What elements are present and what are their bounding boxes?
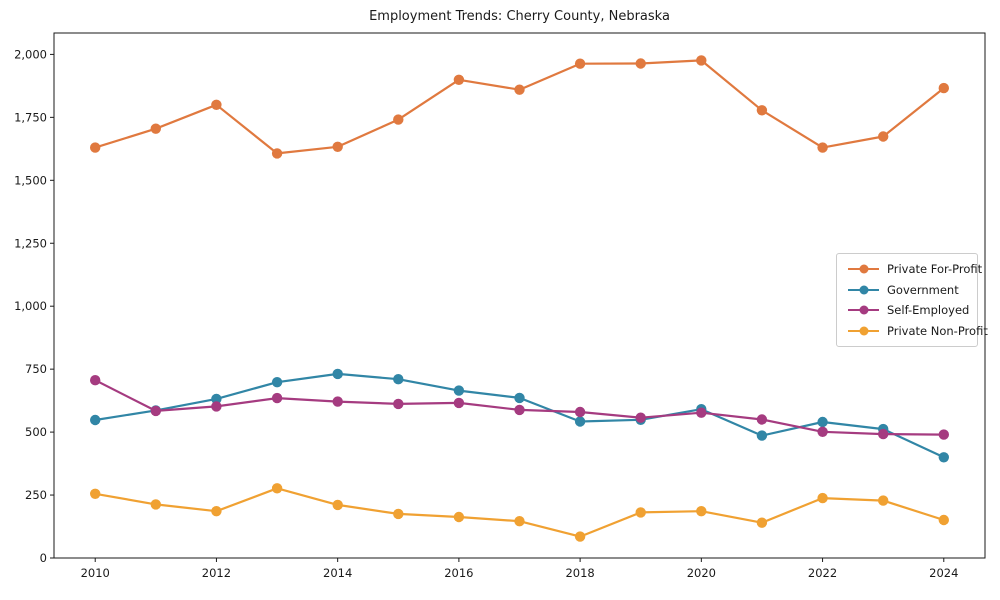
data-point-self-employed bbox=[150, 405, 161, 417]
data-point-private-for-profit bbox=[878, 131, 889, 142]
legend-line-sample bbox=[848, 264, 879, 274]
data-point-private-non-profit bbox=[332, 499, 343, 511]
legend-entry-self-employed: Self-Employed bbox=[843, 300, 971, 321]
data-point-private-for-profit bbox=[756, 105, 768, 116]
y-tick-label: 1,750 bbox=[14, 110, 47, 124]
data-point-private-for-profit bbox=[696, 55, 707, 66]
legend-label: Private Non-Profit bbox=[887, 323, 988, 338]
data-point-government bbox=[938, 452, 949, 463]
data-point-private-for-profit bbox=[514, 84, 525, 95]
x-tick-label: 2012 bbox=[202, 566, 231, 580]
data-point-government bbox=[211, 393, 222, 405]
legend-entry-private-for-profit: Private For-Profit bbox=[843, 259, 982, 280]
data-point-self-employed bbox=[938, 429, 949, 440]
data-point-self-employed bbox=[90, 375, 101, 386]
data-point-private-for-profit bbox=[393, 114, 404, 125]
legend-marker-icon bbox=[859, 326, 868, 336]
data-point-self-employed bbox=[756, 414, 768, 425]
data-point-private-non-profit bbox=[453, 511, 465, 523]
data-point-private-non-profit bbox=[878, 495, 889, 506]
data-point-private-for-profit bbox=[271, 148, 283, 159]
data-point-self-employed bbox=[393, 398, 404, 410]
data-point-government bbox=[574, 416, 586, 427]
data-point-private-non-profit bbox=[938, 514, 949, 526]
y-tick-label: 0 bbox=[40, 551, 47, 565]
data-point-private-non-profit bbox=[211, 506, 222, 517]
data-point-private-non-profit bbox=[271, 483, 283, 494]
data-point-private-non-profit bbox=[696, 506, 707, 517]
data-point-government bbox=[332, 368, 343, 380]
data-point-self-employed bbox=[514, 404, 525, 416]
legend-marker-icon bbox=[859, 264, 868, 274]
legend: Private For-Profit Government Self-Employe… bbox=[836, 253, 988, 347]
data-point-private-for-profit bbox=[817, 142, 828, 153]
data-point-private-for-profit bbox=[453, 74, 465, 86]
legend-marker-icon bbox=[859, 285, 868, 295]
data-point-government bbox=[453, 385, 465, 396]
series-line-private-for-profit bbox=[94, 59, 945, 155]
x-tick-label: 2018 bbox=[565, 566, 594, 580]
y-tick-label: 1,250 bbox=[14, 236, 47, 250]
x-tick-label: 2014 bbox=[323, 566, 352, 580]
legend-label: Self-Employed bbox=[887, 303, 970, 318]
data-point-self-employed bbox=[635, 412, 646, 423]
legend-line-sample bbox=[848, 326, 879, 336]
data-point-government bbox=[90, 414, 101, 426]
x-tick-label: 2016 bbox=[444, 566, 473, 580]
y-tick-label: 750 bbox=[25, 362, 47, 376]
data-point-government bbox=[756, 430, 768, 441]
y-tick-label: 250 bbox=[25, 488, 47, 502]
legend-entry-government: Government bbox=[843, 280, 971, 301]
series-line-government bbox=[94, 372, 945, 459]
y-tick-label: 2,000 bbox=[14, 47, 47, 61]
x-tick-label: 2020 bbox=[687, 566, 716, 580]
data-point-private-for-profit bbox=[150, 123, 161, 134]
legend-line-sample bbox=[848, 285, 879, 295]
data-point-private-for-profit bbox=[635, 58, 646, 69]
data-point-private-non-profit bbox=[150, 499, 161, 510]
data-point-self-employed bbox=[817, 426, 828, 437]
chart-title: Employment Trends: Cherry County, Nebras… bbox=[369, 9, 670, 24]
legend-marker-icon bbox=[859, 305, 868, 315]
data-point-private-non-profit bbox=[90, 488, 101, 499]
data-point-private-non-profit bbox=[756, 517, 768, 528]
x-tick-label: 2022 bbox=[808, 566, 837, 580]
x-tick-label: 2024 bbox=[929, 566, 958, 580]
data-point-private-for-profit bbox=[938, 82, 949, 94]
x-tick-label: 2010 bbox=[81, 566, 110, 580]
data-point-government bbox=[393, 374, 404, 385]
y-tick-label: 1,000 bbox=[14, 299, 47, 313]
data-point-private-for-profit bbox=[90, 142, 101, 153]
data-point-self-employed bbox=[332, 396, 343, 407]
data-point-private-non-profit bbox=[514, 516, 525, 527]
data-point-self-employed bbox=[574, 406, 586, 418]
legend-label: Private For-Profit bbox=[887, 262, 983, 277]
legend-label: Government bbox=[887, 282, 959, 297]
data-point-government bbox=[514, 392, 525, 404]
data-point-self-employed bbox=[696, 407, 707, 418]
data-point-private-for-profit bbox=[574, 58, 586, 69]
data-point-private-non-profit bbox=[635, 507, 646, 518]
plot-border bbox=[53, 32, 986, 559]
data-point-self-employed bbox=[211, 401, 222, 412]
data-point-private-for-profit bbox=[332, 141, 343, 152]
series-line-private-non-profit bbox=[94, 487, 945, 538]
y-tick-label: 1,500 bbox=[14, 173, 47, 187]
data-point-private-non-profit bbox=[393, 508, 404, 520]
data-point-government bbox=[817, 416, 828, 428]
data-point-private-for-profit bbox=[211, 99, 222, 111]
legend-entry-private-non-profit: Private Non-Profit bbox=[843, 321, 988, 342]
legend-line-sample bbox=[848, 305, 879, 315]
data-point-government bbox=[271, 377, 283, 388]
data-point-self-employed bbox=[878, 428, 889, 440]
data-point-self-employed bbox=[271, 392, 283, 404]
y-tick-label: 500 bbox=[25, 425, 47, 439]
data-point-private-non-profit bbox=[817, 492, 828, 504]
data-point-self-employed bbox=[453, 397, 465, 409]
data-point-private-non-profit bbox=[574, 531, 586, 542]
